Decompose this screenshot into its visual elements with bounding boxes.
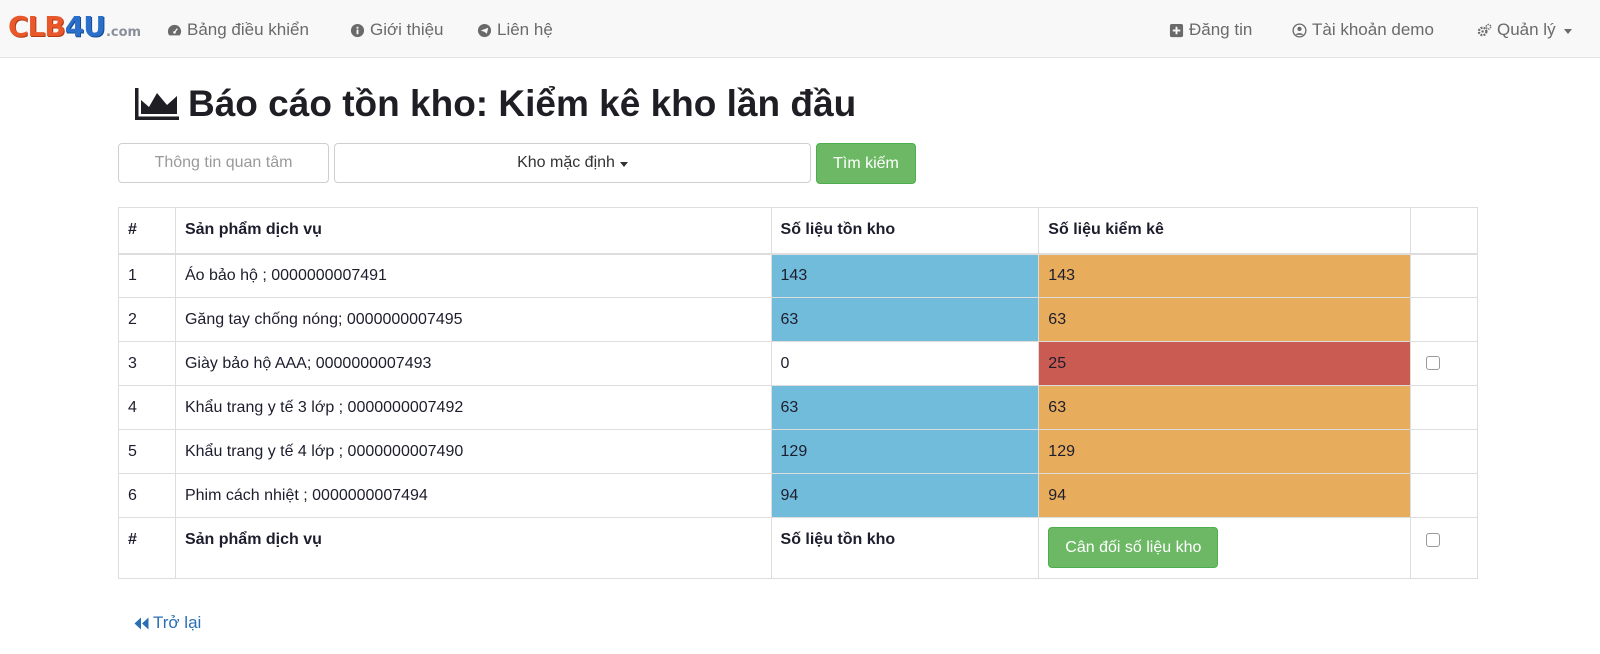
row-stock-value: 63 bbox=[770, 385, 1040, 430]
row-select-cell bbox=[1410, 297, 1478, 342]
brand-logo-part3: .com bbox=[105, 25, 142, 40]
nav-manage-label: Quản lý bbox=[1497, 20, 1556, 39]
row-number: 5 bbox=[118, 429, 176, 474]
nav-account-label: Tài khoản demo bbox=[1312, 20, 1434, 39]
nav-dashboard-label: Bảng điều khiển bbox=[187, 20, 309, 39]
area-chart-icon bbox=[135, 88, 179, 120]
backward-icon bbox=[134, 617, 149, 629]
page-title-text: Báo cáo tồn kho: Kiểm kê kho lần đầu bbox=[188, 83, 857, 124]
row-count-value: 63 bbox=[1038, 385, 1411, 430]
table-row: 2 Găng tay chống nóng; 0000000007495 63 … bbox=[118, 297, 1478, 342]
page-title: Báo cáo tồn kho: Kiểm kê kho lần đầu bbox=[134, 82, 856, 126]
nav-dashboard[interactable]: Bảng điều khiển bbox=[166, 18, 309, 42]
warehouse-dropdown-label: Kho mặc định bbox=[517, 154, 615, 171]
chevron-down-icon bbox=[1563, 28, 1572, 34]
select-all-checkbox[interactable] bbox=[1426, 532, 1440, 547]
row-count-value: 25 bbox=[1038, 341, 1411, 386]
row-product: Khẩu trang y tế 4 lớp ; 0000000007490 bbox=[174, 429, 772, 474]
row-product: Giày bảo hộ AAA; 0000000007493 bbox=[174, 341, 772, 386]
back-link-label: Trở lại bbox=[153, 613, 202, 632]
row-number: 4 bbox=[118, 385, 176, 430]
row-count-value: 129 bbox=[1038, 429, 1411, 474]
table-row: 1 Áo bảo hộ ; 0000000007491 143 143 bbox=[118, 253, 1478, 298]
nav-account[interactable]: Tài khoản demo bbox=[1291, 18, 1434, 42]
plus-square-icon bbox=[1168, 22, 1184, 38]
table-header-row: # Sản phẩm dịch vụ Số liệu tồn kho Số li… bbox=[118, 207, 1478, 255]
row-stock-value: 129 bbox=[770, 429, 1040, 474]
row-number: 6 bbox=[118, 473, 176, 518]
table-row: 4 Khẩu trang y tế 3 lớp ; 0000000007492 … bbox=[118, 385, 1478, 430]
nav-contact-label: Liên hệ bbox=[497, 20, 553, 39]
row-select-cell bbox=[1410, 429, 1478, 474]
row-checkbox[interactable] bbox=[1426, 356, 1440, 371]
row-product: Găng tay chống nóng; 0000000007495 bbox=[174, 297, 772, 342]
row-count-value: 143 bbox=[1038, 253, 1411, 298]
row-stock-value: 63 bbox=[770, 297, 1040, 342]
row-stock-value: 0 bbox=[770, 341, 1040, 386]
column-header-select bbox=[1410, 207, 1478, 255]
row-select-cell bbox=[1410, 253, 1478, 298]
dashboard-icon bbox=[166, 22, 182, 38]
balance-stock-button[interactable]: Cân đối số liệu kho bbox=[1048, 527, 1219, 568]
nav-contact[interactable]: Liên hệ bbox=[476, 18, 553, 42]
back-link[interactable]: Trở lại bbox=[134, 613, 201, 633]
brand-logo-part1: CLB bbox=[8, 10, 66, 43]
footer-stock: Số liệu tồn kho bbox=[770, 517, 1040, 579]
column-header-count: Số liệu kiểm kê bbox=[1038, 207, 1411, 255]
footer-number: # bbox=[118, 517, 176, 579]
caret-down-icon bbox=[619, 161, 628, 167]
column-header-product: Sản phẩm dịch vụ bbox=[174, 207, 772, 255]
row-stock-value: 94 bbox=[770, 473, 1040, 518]
row-select-cell bbox=[1410, 385, 1478, 430]
telegram-icon bbox=[476, 22, 492, 38]
nav-about-label: Giới thiệu bbox=[370, 20, 444, 39]
row-stock-value: 143 bbox=[770, 253, 1040, 298]
row-select-cell bbox=[1410, 341, 1478, 386]
nav-post-label: Đăng tin bbox=[1189, 20, 1253, 39]
footer-product: Sản phẩm dịch vụ bbox=[174, 517, 772, 579]
row-count-value: 63 bbox=[1038, 297, 1411, 342]
row-product: Phim cách nhiệt ; 0000000007494 bbox=[174, 473, 772, 518]
row-product: Khẩu trang y tế 3 lớp ; 0000000007492 bbox=[174, 385, 772, 430]
row-select-cell bbox=[1410, 473, 1478, 518]
nav-post[interactable]: Đăng tin bbox=[1168, 18, 1252, 42]
row-number: 3 bbox=[118, 341, 176, 386]
row-product: Áo bảo hộ ; 0000000007491 bbox=[174, 253, 772, 298]
gears-icon bbox=[1476, 22, 1492, 38]
user-circle-icon bbox=[1291, 22, 1307, 38]
brand-logo[interactable]: CLB 4U .com bbox=[8, 10, 141, 44]
search-input[interactable] bbox=[118, 143, 329, 183]
footer-action-cell: Cân đối số liệu kho bbox=[1038, 517, 1411, 579]
footer-select-cell bbox=[1410, 517, 1478, 579]
search-button[interactable]: Tìm kiếm bbox=[816, 143, 916, 184]
column-header-number: # bbox=[118, 207, 176, 255]
column-header-stock: Số liệu tồn kho bbox=[770, 207, 1040, 255]
warehouse-dropdown[interactable]: Kho mặc định bbox=[334, 143, 811, 183]
row-number: 1 bbox=[118, 253, 176, 298]
table-row: 3 Giày bảo hộ AAA; 0000000007493 0 25 bbox=[118, 341, 1478, 386]
inventory-report-table: # Sản phẩm dịch vụ Số liệu tồn kho Số li… bbox=[118, 207, 1478, 579]
table-footer-row: # Sản phẩm dịch vụ Số liệu tồn kho Cân đ… bbox=[118, 517, 1478, 579]
table-row: 6 Phim cách nhiệt ; 0000000007494 94 94 bbox=[118, 473, 1478, 518]
info-icon bbox=[349, 22, 365, 38]
top-navbar: CLB 4U .com Bảng điều khiển Giới thiệu Liê… bbox=[0, 0, 1600, 58]
row-number: 2 bbox=[118, 297, 176, 342]
nav-manage-dropdown[interactable]: Quản lý bbox=[1476, 18, 1572, 42]
nav-about[interactable]: Giới thiệu bbox=[349, 18, 444, 42]
row-count-value: 94 bbox=[1038, 473, 1411, 518]
brand-logo-part2: 4U bbox=[64, 10, 106, 43]
table-row: 5 Khẩu trang y tế 4 lớp ; 0000000007490 … bbox=[118, 429, 1478, 474]
